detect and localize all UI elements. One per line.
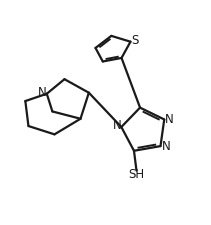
Text: N: N <box>37 86 46 99</box>
Text: S: S <box>131 34 138 47</box>
Text: SH: SH <box>128 168 145 181</box>
Text: N: N <box>162 140 170 153</box>
Text: N: N <box>113 119 122 132</box>
Text: N: N <box>165 112 174 126</box>
